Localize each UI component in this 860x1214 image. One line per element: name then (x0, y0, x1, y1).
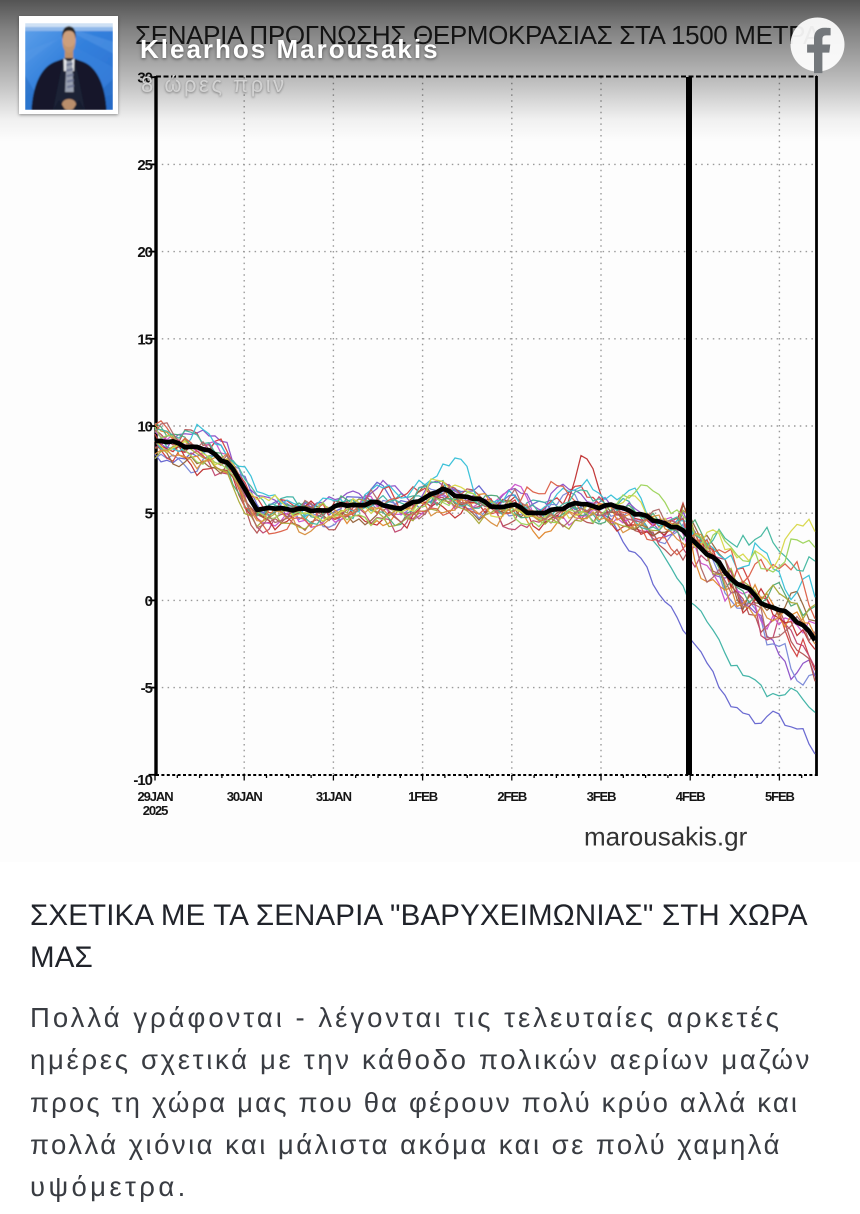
svg-text:29JAN: 29JAN (138, 789, 174, 804)
svg-text:marousakis.gr: marousakis.gr (584, 822, 748, 852)
svg-text:10: 10 (137, 419, 152, 436)
svg-text:1FEB: 1FEB (408, 789, 438, 804)
svg-text:2025: 2025 (143, 803, 168, 818)
svg-text:25: 25 (137, 157, 152, 174)
svg-text:31JAN: 31JAN (316, 789, 352, 804)
svg-text:2FEB: 2FEB (497, 789, 527, 804)
svg-text:0: 0 (145, 593, 153, 610)
svg-text:30JAN: 30JAN (227, 789, 263, 804)
svg-text:4FEB: 4FEB (676, 789, 706, 804)
svg-text:20: 20 (137, 244, 152, 261)
svg-text:15: 15 (137, 331, 152, 348)
svg-text:-10: -10 (133, 772, 152, 789)
svg-text:-5: -5 (141, 680, 153, 697)
svg-text:5FEB: 5FEB (765, 789, 795, 804)
svg-text:3FEB: 3FEB (587, 789, 617, 804)
svg-text:5: 5 (145, 506, 153, 523)
